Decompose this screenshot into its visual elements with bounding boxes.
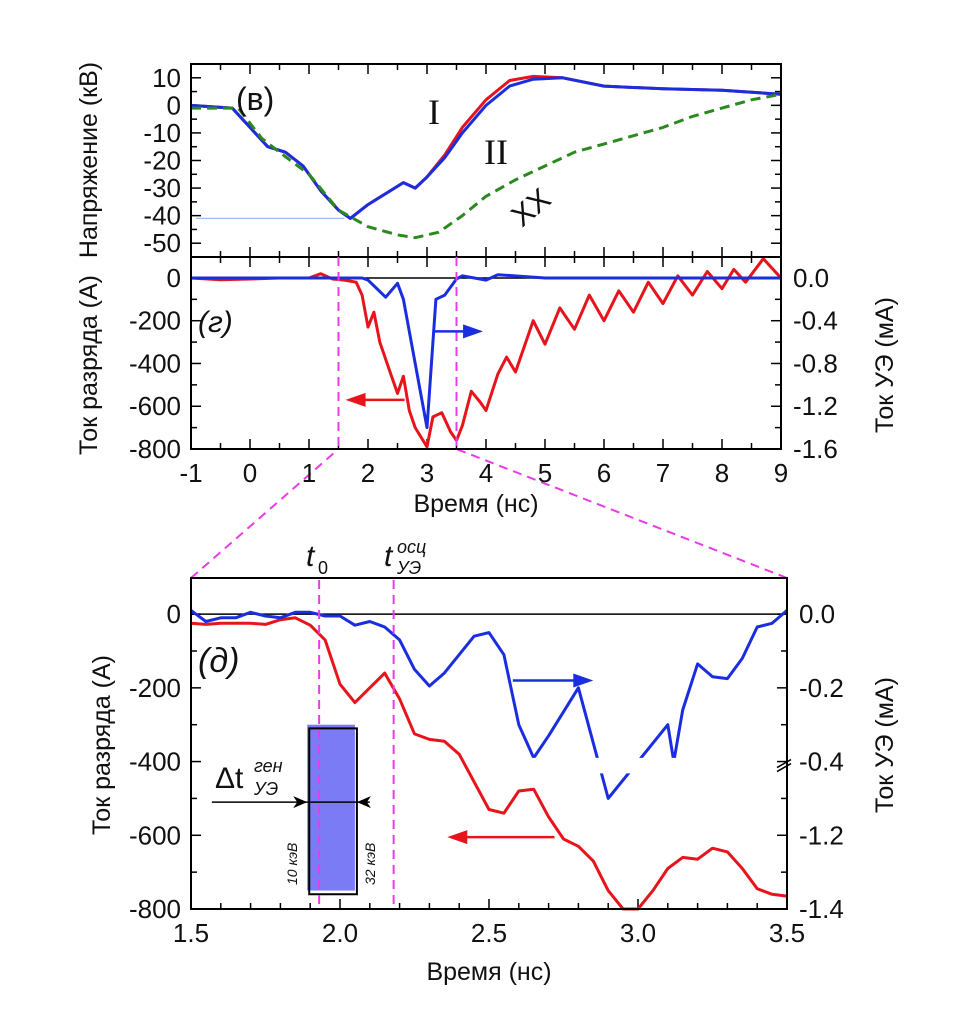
- x-tick-label: 2: [361, 458, 375, 488]
- y-axis-label-re-current-g: Ток УЭ (мА): [871, 297, 899, 433]
- interval-prefix: Δt: [215, 762, 244, 795]
- right-axis-arrow-head-icon: [463, 324, 484, 339]
- y-tick-label: -40: [143, 201, 181, 231]
- interval-sup: ген: [254, 756, 283, 776]
- x-axis-label-g: Время (нс): [413, 490, 538, 518]
- y-axis-label-voltage: Напряжение (кВ): [75, 62, 103, 258]
- series-line-Ток-УЭ: [191, 609, 788, 800]
- plot-frame: [190, 577, 788, 910]
- series-line-Ток-УЭ: [191, 273, 781, 430]
- y-right-tick-label: -1.6: [793, 434, 838, 464]
- arrowhead-right-icon: [293, 796, 308, 809]
- interval-label: Δt ген УЭ: [215, 756, 283, 799]
- x-tick-label: 3: [420, 458, 434, 488]
- t0-main: t: [306, 540, 316, 573]
- y-tick-label: 0: [167, 263, 181, 293]
- y-right-tick-label: -0.4: [799, 747, 844, 777]
- x-tick-label: 3.5: [769, 918, 805, 948]
- y-tick-label: 10: [152, 63, 181, 93]
- series-line-II: [190, 76, 782, 220]
- y-tick-label: 0: [167, 90, 181, 120]
- series-line-XX: [191, 92, 782, 240]
- y-right-tick-label: -0.4: [793, 306, 838, 336]
- tosc-sup: осц: [397, 537, 426, 557]
- y-right-tick-label: -1.2: [793, 391, 838, 421]
- x-tick-label: 1.5: [173, 918, 209, 948]
- y-tick-label: -30: [143, 173, 181, 203]
- series-line-Ток-разряда: [190, 616, 788, 911]
- x-tick-label: 9: [774, 458, 788, 488]
- curve-label-XX: XX: [505, 182, 557, 233]
- energy-label-10kev: 10 кэВ: [284, 843, 300, 885]
- right-axis-arrow-head-icon: [573, 673, 594, 688]
- left-axis-arrow-head-icon: [447, 830, 468, 845]
- y-tick-label: -400: [129, 348, 181, 378]
- energy-label-32kev: 32 кэВ: [362, 843, 378, 885]
- axis-break-icon: [776, 758, 792, 769]
- x-tick-label: 1: [302, 458, 316, 488]
- interval-box-outline: [308, 727, 358, 896]
- y-tick-label: -200: [129, 306, 181, 336]
- x-tick-label: 0: [243, 458, 257, 488]
- curve-label-I: I: [428, 92, 440, 132]
- plot-frame: [190, 256, 782, 450]
- y-axis-label-re-current-d: Ток УЭ (мА): [871, 677, 899, 813]
- y-axis-label-discharge-current-d: Ток разряда (А): [88, 655, 116, 835]
- left-axis-arrow-head-icon: [345, 392, 366, 407]
- y-axis-label-discharge-current-g: Ток разряда (А): [75, 275, 103, 455]
- panel-label-d: (д): [198, 642, 239, 680]
- y-right-tick-label: -0.8: [793, 348, 838, 378]
- tosc-main: t: [384, 540, 394, 573]
- y-right-tick-label: -1.2: [799, 820, 844, 850]
- marker-label-t0: t 0: [306, 540, 328, 578]
- tosc-sub: УЭ: [396, 558, 421, 578]
- y-tick-label: -200: [129, 673, 181, 703]
- y-tick-label: -50: [143, 228, 181, 258]
- panel-label-v: (в): [236, 81, 274, 117]
- y-tick-label: -20: [143, 146, 181, 176]
- y-tick-label: -400: [129, 747, 181, 777]
- t0-sub: 0: [318, 558, 328, 578]
- marker-label-t-osc: t осц УЭ: [384, 537, 426, 578]
- y-tick-label: -600: [129, 820, 181, 850]
- series-line-Ток-разряда: [190, 257, 783, 449]
- x-tick-label: 3.0: [620, 918, 656, 948]
- y-right-tick-label: 0.0: [799, 599, 835, 629]
- y-right-tick-label: -0.2: [799, 673, 844, 703]
- x-tick-label: 4: [479, 458, 493, 488]
- curve-label-II: II: [484, 132, 508, 172]
- y-tick-label: -800: [129, 434, 181, 464]
- arrowhead-left-icon: [356, 796, 371, 809]
- y-tick-label: -10: [143, 118, 181, 148]
- zoom-connector-left: [190, 448, 340, 579]
- x-tick-label: 8: [715, 458, 729, 488]
- y-tick-label: -800: [129, 894, 181, 924]
- axis-break-icon: [776, 762, 792, 773]
- x-tick-label: 5: [538, 458, 552, 488]
- x-tick-label: -1: [179, 458, 202, 488]
- x-tick-label: 7: [656, 458, 670, 488]
- interval-box-fill: [307, 724, 355, 891]
- x-axis-label-d: Время (нс): [426, 958, 551, 986]
- y-tick-label: -600: [129, 391, 181, 421]
- x-tick-label: 6: [597, 458, 611, 488]
- interval-sub: УЭ: [253, 779, 278, 799]
- x-tick-label: 2.5: [471, 918, 507, 948]
- y-right-tick-label: -1.4: [799, 894, 844, 924]
- x-tick-label: 2.0: [322, 918, 358, 948]
- panel-label-g: (г): [198, 306, 233, 339]
- y-tick-label: 0: [167, 599, 181, 629]
- y-right-tick-label: 0.0: [793, 263, 829, 293]
